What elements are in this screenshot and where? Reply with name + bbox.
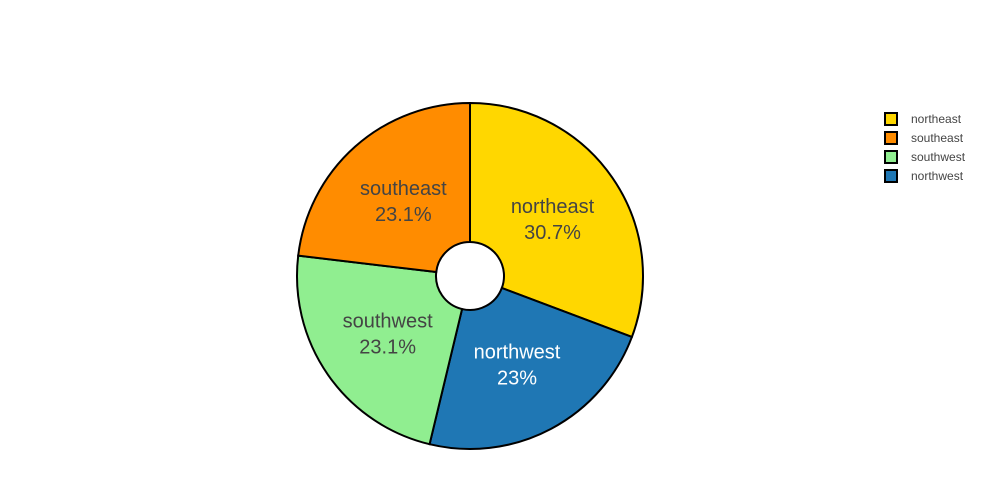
- pie-slice-southwest[interactable]: [296, 254, 464, 446]
- pie-slice-northeast[interactable]: [469, 101, 644, 339]
- pie-slice-southeast[interactable]: [297, 101, 471, 274]
- legend-item-northeast[interactable]: northeast: [884, 112, 962, 126]
- slice-label-southwest: southwest 23.1%: [343, 310, 433, 358]
- pie-slices: [296, 101, 644, 450]
- slice-label-name: northwest: [474, 342, 561, 364]
- pie-slice-labels: northeast 30.7% northwest 23% southwest 23.1%…: [343, 178, 595, 390]
- legend-item-southeast[interactable]: southeast: [884, 131, 964, 145]
- slice-label-southeast: southeast 23.1%: [360, 178, 447, 226]
- legend-swatch: [884, 150, 898, 164]
- legend-label: northwest: [911, 169, 964, 183]
- legend-swatch: [884, 131, 898, 145]
- slice-label-percent: 23.1%: [375, 204, 432, 226]
- slice-label-name: southeast: [360, 178, 447, 200]
- slice-label-percent: 23%: [497, 368, 537, 390]
- slice-label-northeast: northeast 30.7%: [511, 196, 595, 244]
- legend-label: southwest: [911, 150, 966, 164]
- legend-swatch: [884, 112, 898, 126]
- legend[interactable]: northeast southeast southwest northwest: [884, 112, 966, 183]
- slice-label-northwest: northwest 23%: [474, 342, 561, 390]
- legend-label: southeast: [911, 131, 964, 145]
- legend-swatch: [884, 169, 898, 183]
- legend-label: northeast: [911, 112, 962, 126]
- slice-label-name: southwest: [343, 310, 433, 332]
- legend-item-southwest[interactable]: southwest: [884, 150, 966, 164]
- pie-slice-northwest[interactable]: [428, 286, 634, 450]
- legend-item-northwest[interactable]: northwest: [884, 169, 964, 183]
- slice-label-name: northeast: [511, 196, 595, 218]
- slice-label-percent: 23.1%: [359, 336, 416, 358]
- slice-label-percent: 30.7%: [524, 222, 581, 244]
